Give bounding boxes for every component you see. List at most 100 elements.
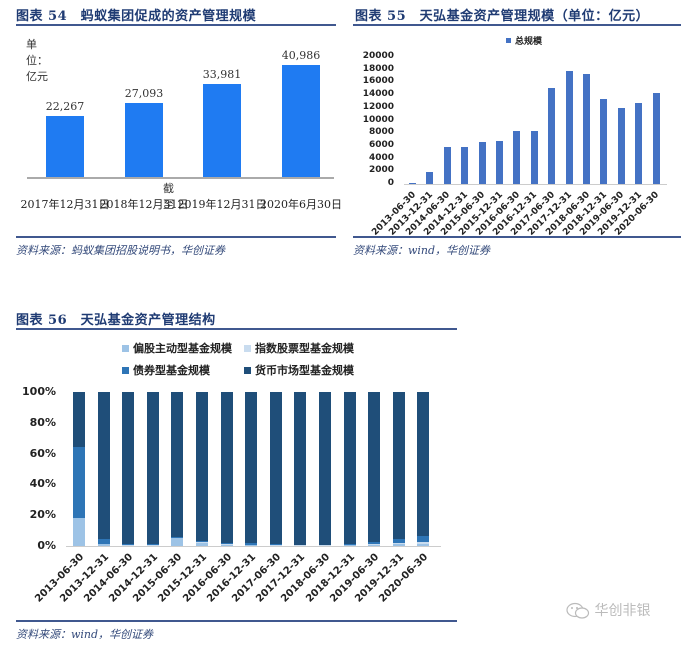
stacked-bar — [294, 392, 307, 546]
bar-segment — [196, 542, 208, 546]
y-tick-label: 6000 — [368, 139, 394, 150]
x-tick-label: 2020年6月30日 — [260, 198, 342, 211]
bar-segment — [392, 392, 405, 540]
bar-segment — [171, 538, 184, 546]
y-tick-label: 0 — [387, 178, 394, 188]
bar-segment — [319, 392, 331, 545]
y-tick-label: 12000 — [362, 101, 394, 112]
bar-segment — [368, 542, 381, 545]
legend-item: 偏股主动型基金规模 — [122, 340, 232, 356]
bar — [496, 141, 503, 184]
bar-segment — [368, 544, 381, 546]
bar-segment — [245, 543, 258, 545]
bar — [548, 88, 556, 184]
y-tick-label: 60% — [29, 446, 56, 460]
legend-swatch-icon — [122, 366, 129, 374]
bar-segment — [171, 392, 184, 537]
stacked-bar — [269, 392, 282, 546]
legend-swatch-icon — [122, 344, 129, 352]
bar — [513, 130, 521, 184]
stacked-bar — [122, 392, 135, 546]
y-tick-label: 40% — [29, 477, 56, 491]
legend-label: 债券型基金规模 — [133, 364, 210, 377]
bar-value-label: 27,093 — [124, 86, 164, 100]
bar — [282, 65, 320, 177]
stacked-bar — [245, 392, 258, 546]
bar-segment — [196, 392, 208, 541]
bar-segment — [122, 392, 135, 545]
figure-55-x-axis — [404, 184, 667, 185]
figure-55-source-rule — [353, 236, 681, 238]
stacked-bar — [196, 392, 208, 546]
bar-segment — [220, 392, 233, 543]
legend-swatch-icon — [506, 38, 511, 43]
bar-segment — [196, 540, 208, 543]
x-tick-label: 2018年12月31日 — [99, 198, 189, 211]
bar — [617, 107, 625, 184]
bar-segment — [146, 392, 159, 545]
bar-segment — [368, 392, 381, 543]
figure-56-title: 图表 56 天弘基金资产管理结构 — [16, 313, 216, 328]
bar-segment — [269, 392, 282, 545]
watermark-text: 华创非银 — [594, 603, 651, 619]
bar-segment — [122, 544, 135, 546]
figure-56-x-axis — [66, 546, 441, 547]
legend-item: 债券型基金规模 — [122, 362, 210, 378]
figure-56-title-rule — [16, 328, 457, 330]
bar-segment — [392, 544, 405, 546]
bar-segment — [73, 392, 85, 448]
bar — [46, 116, 84, 177]
bar — [530, 130, 538, 184]
bar — [203, 84, 241, 177]
y-tick-label: 20000 — [362, 51, 394, 61]
figure-54-source-rule — [16, 236, 336, 238]
bar-segment — [245, 392, 258, 544]
figure-54-title: 图表 54 蚂蚁集团促成的资产管理规模 — [16, 9, 257, 24]
stacked-bar — [417, 392, 430, 546]
bar — [583, 74, 590, 184]
bar-segment — [97, 539, 110, 545]
y-tick-label: 16000 — [362, 76, 394, 87]
y-tick-label: 100% — [22, 385, 56, 398]
bar-segment — [269, 544, 282, 546]
stacked-bar — [319, 392, 331, 546]
bar-segment — [343, 545, 356, 546]
bar-segment — [171, 537, 184, 539]
bar — [409, 183, 416, 184]
bar — [125, 102, 163, 177]
bar-segment — [417, 543, 430, 546]
bar-segment — [417, 392, 430, 537]
bar-segment — [392, 539, 405, 544]
legend-item: 货币市场型基金规模 — [244, 362, 354, 378]
bar-segment — [343, 392, 356, 544]
y-tick-label: 14000 — [362, 89, 394, 100]
figure-54-title-rule — [16, 24, 336, 26]
bar — [443, 147, 451, 184]
figure-55-source: 资料来源：wind，华创证券 — [353, 244, 491, 257]
bar-segment — [73, 518, 85, 546]
bar-segment — [73, 447, 85, 518]
bar-segment — [417, 542, 430, 544]
y-tick-label: 80% — [29, 415, 56, 429]
bar-segment — [417, 536, 430, 543]
figure-55-legend-item: 总规模 — [506, 34, 542, 47]
y-tick-label: 20% — [29, 508, 56, 522]
stacked-bar — [343, 392, 356, 546]
bar-segment — [171, 536, 184, 538]
x-tick-label: 2017年12月31日 — [20, 198, 110, 211]
bar-segment — [97, 392, 110, 540]
legend-label: 偏股主动型基金规模 — [133, 342, 232, 355]
x-tick-label: 2019年12月31日 — [177, 198, 267, 211]
legend-swatch-icon — [244, 344, 251, 352]
y-tick-label: 0% — [37, 539, 56, 552]
figure-54-x-axis — [27, 177, 334, 179]
bar-segment — [220, 542, 233, 545]
bar — [600, 98, 608, 184]
y-tick-label: 2000 — [368, 165, 394, 176]
figure-54-unit-label: 单位：亿元 — [26, 38, 48, 83]
bar-segment — [392, 543, 405, 545]
y-tick-label: 8000 — [368, 127, 394, 138]
y-tick-label: 4000 — [368, 152, 394, 163]
wechat-icon — [566, 602, 590, 619]
bar-segment — [220, 544, 233, 546]
